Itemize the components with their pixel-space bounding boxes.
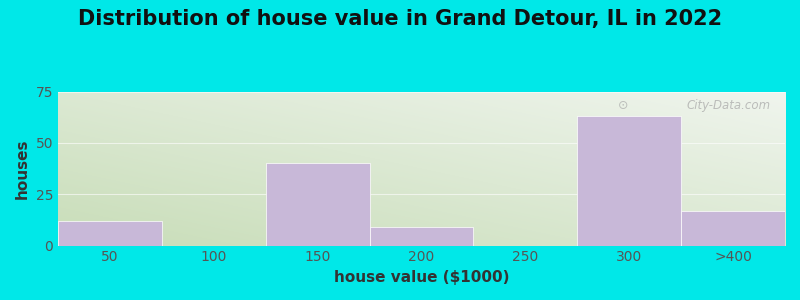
X-axis label: house value ($1000): house value ($1000) <box>334 270 510 285</box>
Bar <box>58 221 162 246</box>
Text: ⊙: ⊙ <box>618 99 628 112</box>
Bar <box>370 227 474 246</box>
Text: City-Data.com: City-Data.com <box>686 99 770 112</box>
Bar <box>681 211 785 246</box>
Bar <box>266 164 370 246</box>
Bar <box>578 116 681 246</box>
Y-axis label: houses: houses <box>15 138 30 199</box>
Text: Distribution of house value in Grand Detour, IL in 2022: Distribution of house value in Grand Det… <box>78 9 722 29</box>
